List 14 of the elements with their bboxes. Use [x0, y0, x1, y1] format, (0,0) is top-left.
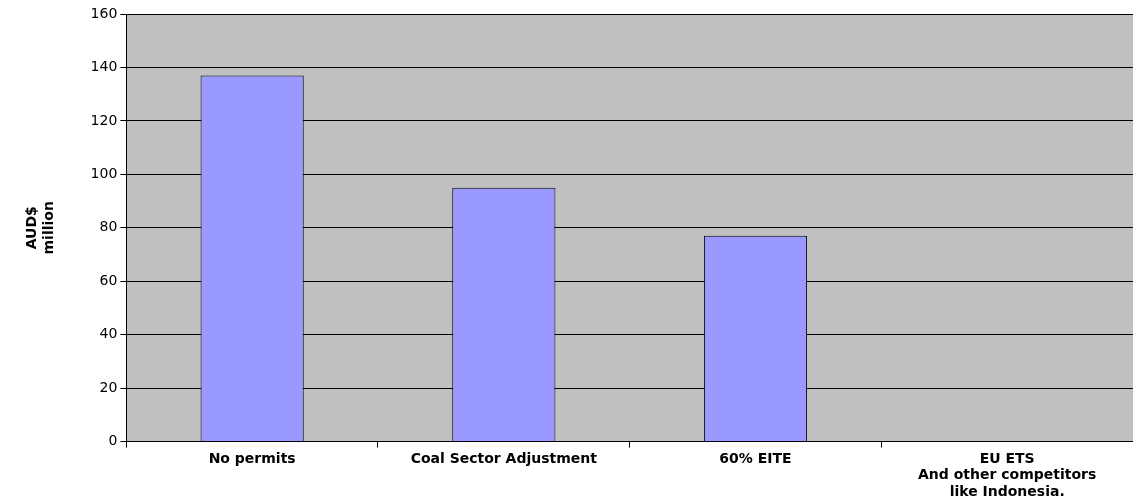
y-tick-label: 160: [90, 4, 118, 21]
y-tick-label: 0: [108, 432, 118, 449]
y-tick-label: 120: [90, 111, 118, 128]
x-tick-label: No permits: [208, 449, 296, 466]
x-tick-label: EU ETS And other competitors like Indonesia.: [918, 449, 1097, 500]
y-tick-label: 140: [90, 58, 118, 75]
y-tick-label: 100: [90, 164, 118, 181]
x-tick-label: 60% EITE: [719, 449, 792, 466]
y-tick-label: 40: [99, 325, 118, 342]
y-tick-label: 60: [99, 271, 118, 288]
y-axis-title: AUD$ million: [23, 201, 56, 255]
y-tick-label: 20: [99, 378, 118, 395]
y-tick-label: 80: [99, 218, 118, 235]
x-tick-label: Coal Sector Adjustment: [410, 449, 598, 466]
